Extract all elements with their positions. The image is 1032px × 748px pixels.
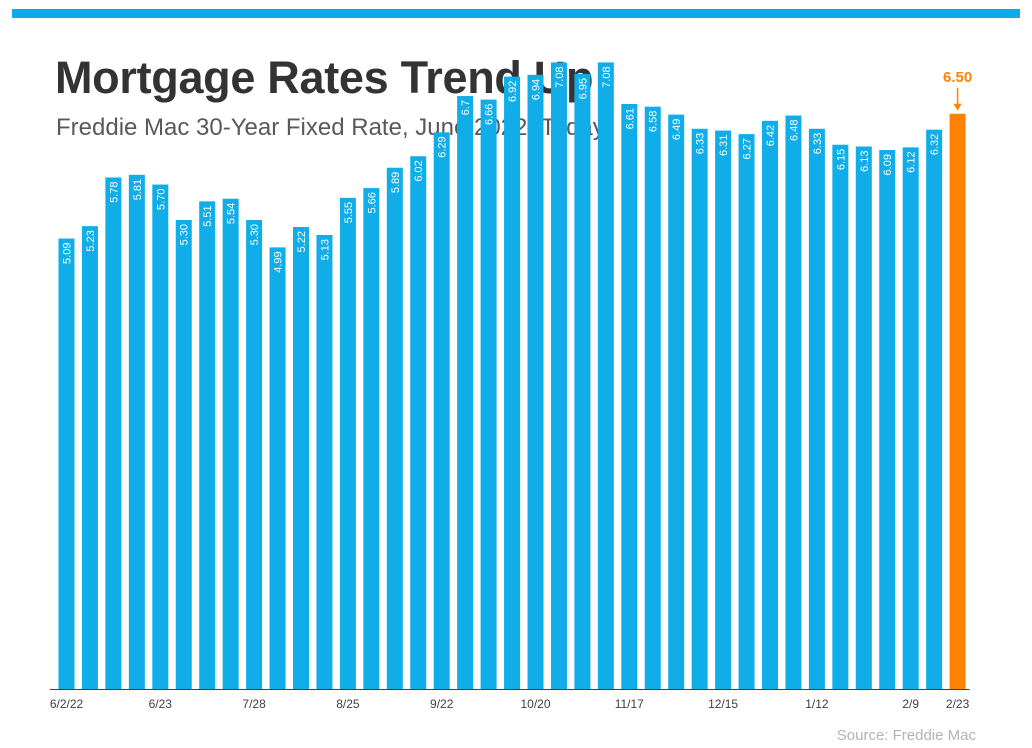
x-tick-label: 10/20 — [520, 697, 550, 711]
source-note: Source: Freddie Mac — [836, 727, 976, 744]
bar — [222, 198, 239, 689]
bar-highlight — [949, 113, 966, 689]
bar-value-label: 6.58 — [648, 111, 660, 132]
bar-value-label: 7.08 — [601, 66, 613, 87]
bar-value-label: 6.7 — [460, 100, 472, 115]
bar — [152, 184, 169, 690]
bar-value-label: 4.99 — [273, 251, 285, 272]
bar-value-label: 5.51 — [202, 205, 214, 226]
bar — [175, 219, 192, 689]
x-tick-label: 6/23 — [149, 697, 173, 711]
x-tick-label: 2/23 — [946, 697, 970, 711]
bar — [715, 130, 732, 689]
bar — [81, 226, 98, 689]
bar-value-label: 5.55 — [343, 202, 355, 223]
bar — [550, 62, 567, 690]
bar — [293, 227, 309, 689]
bar — [363, 188, 380, 689]
bar — [738, 134, 755, 690]
x-tick-label: 11/17 — [615, 697, 644, 711]
x-tick-label: 9/22 — [430, 697, 454, 711]
bar-value-label: 6.49 — [671, 119, 683, 140]
bar — [246, 219, 263, 689]
bar — [621, 104, 638, 689]
x-tick-label: 2/9 — [902, 697, 919, 711]
bar-value-label: 7.08 — [554, 66, 566, 87]
bar — [762, 120, 778, 689]
bar — [269, 247, 286, 689]
bar — [691, 128, 708, 690]
x-tick-label: 6/2/22 — [50, 697, 84, 711]
bar-value-label: 5.78 — [108, 181, 120, 202]
bar-value-label: 6.29 — [437, 136, 449, 157]
bar-value-label: 6.33 — [695, 133, 707, 154]
bar-value-label: 6.09 — [882, 154, 894, 175]
bar-value-label: 6.42 — [765, 125, 777, 146]
bar — [785, 115, 802, 689]
bar-value-label: 6.33 — [812, 133, 824, 154]
highlight-value-label: 6.50 — [943, 69, 972, 86]
bar — [574, 73, 591, 690]
x-tick-label: 1/12 — [805, 697, 829, 711]
bar — [668, 114, 685, 689]
bar-value-label: 6.66 — [484, 104, 496, 125]
bar — [832, 144, 849, 690]
highlight-arrow-icon — [953, 103, 962, 111]
bar-value-label: 5.23 — [85, 230, 97, 251]
x-tick-label: 8/25 — [336, 697, 360, 711]
bar — [504, 76, 521, 689]
bar-value-label: 6.95 — [577, 78, 589, 99]
bar — [902, 147, 919, 689]
bar-value-label: 6.48 — [788, 120, 800, 141]
bar — [926, 129, 943, 689]
bar — [879, 150, 896, 689]
chart-title: Mortgage Rates Trend Up — [55, 52, 594, 103]
bar — [410, 156, 427, 690]
bar-value-label: 5.66 — [366, 192, 378, 213]
bar-value-label: 5.54 — [226, 203, 238, 224]
bar-value-label: 6.13 — [859, 151, 871, 172]
bar-value-label: 5.89 — [390, 172, 402, 193]
bar-value-label: 6.31 — [718, 135, 730, 156]
bar-value-label: 5.09 — [62, 243, 74, 264]
bar-value-label: 6.02 — [413, 160, 425, 181]
bar — [855, 146, 872, 689]
bar-value-label: 5.70 — [155, 189, 167, 210]
bar — [339, 197, 356, 689]
bar — [644, 106, 661, 690]
bar — [808, 128, 825, 690]
bar-value-label: 5.30 — [179, 224, 191, 245]
bar-value-label: 5.22 — [296, 231, 308, 252]
bar — [457, 96, 474, 690]
bar-value-label: 6.94 — [531, 79, 543, 100]
bar — [58, 238, 75, 690]
bar-value-label: 5.30 — [249, 224, 261, 245]
x-tick-label: 12/15 — [708, 697, 738, 711]
bar-value-label: 6.61 — [624, 108, 636, 129]
bar-value-label: 6.32 — [929, 134, 941, 155]
bar-value-label: 6.92 — [507, 81, 519, 102]
bar — [105, 177, 122, 689]
bar — [433, 132, 450, 690]
bar-value-label: 6.27 — [742, 138, 754, 159]
top-accent-bar — [12, 9, 1020, 18]
bar — [128, 174, 145, 689]
bar — [199, 201, 216, 689]
bar-value-label: 5.13 — [319, 239, 331, 260]
bar-value-label: 5.81 — [132, 179, 144, 200]
bar — [480, 99, 497, 690]
x-tick-label: 7/28 — [242, 697, 266, 711]
bar — [386, 167, 403, 690]
bar — [316, 235, 333, 689]
bar-value-label: 6.15 — [835, 149, 847, 170]
bar — [527, 74, 544, 689]
bar-value-label: 6.12 — [906, 151, 918, 172]
bar — [597, 62, 614, 690]
